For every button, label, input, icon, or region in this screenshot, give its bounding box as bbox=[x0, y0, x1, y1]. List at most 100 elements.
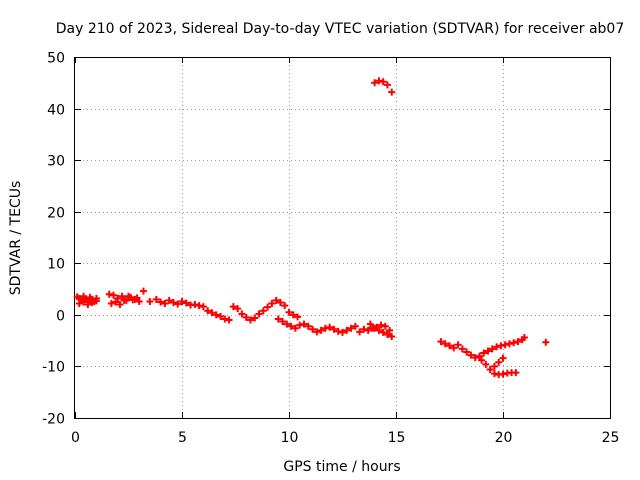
data-point bbox=[246, 316, 254, 324]
data-point bbox=[116, 301, 124, 309]
data-point bbox=[139, 287, 147, 295]
data-point bbox=[238, 310, 246, 318]
data-point bbox=[110, 291, 118, 299]
x-tick-label: 10 bbox=[281, 430, 299, 446]
plot-frame bbox=[74, 57, 611, 419]
data-point bbox=[486, 366, 494, 374]
data-point bbox=[309, 325, 317, 333]
data-point bbox=[386, 326, 394, 334]
y-tick-label: 50 bbox=[47, 51, 65, 67]
data-point bbox=[510, 339, 518, 347]
data-point bbox=[542, 338, 550, 346]
data-point bbox=[478, 356, 486, 364]
data-point bbox=[152, 295, 160, 303]
data-point bbox=[471, 354, 479, 362]
data-point bbox=[135, 297, 143, 305]
data-point bbox=[283, 320, 291, 328]
data-point bbox=[317, 326, 325, 334]
data-point bbox=[234, 305, 242, 313]
data-point bbox=[274, 315, 282, 323]
data-point bbox=[75, 300, 83, 308]
data-point bbox=[501, 341, 509, 349]
data-point bbox=[446, 342, 453, 350]
x-tick-label: 0 bbox=[71, 430, 80, 446]
data-point bbox=[371, 79, 379, 87]
data-point bbox=[251, 314, 259, 322]
data-point bbox=[146, 297, 154, 305]
data-point bbox=[208, 309, 216, 317]
data-point bbox=[259, 307, 267, 315]
data-point bbox=[484, 347, 492, 355]
x-axis-title: GPS time / hours bbox=[283, 459, 400, 475]
data-point bbox=[388, 333, 396, 341]
data-point bbox=[133, 294, 141, 302]
data-point bbox=[490, 362, 498, 370]
y-axis-title: SDTVAR / TECUs bbox=[8, 181, 24, 296]
data-point bbox=[383, 330, 391, 338]
data-point bbox=[495, 358, 503, 366]
data-point bbox=[92, 297, 100, 305]
data-point bbox=[490, 370, 498, 378]
data-points bbox=[73, 77, 550, 379]
data-point bbox=[212, 311, 220, 319]
data-point bbox=[272, 296, 280, 304]
data-point bbox=[279, 318, 287, 326]
data-point bbox=[255, 310, 263, 318]
data-point bbox=[294, 313, 302, 321]
data-point bbox=[285, 308, 293, 316]
data-point bbox=[356, 328, 364, 336]
data-point bbox=[499, 354, 507, 362]
data-point bbox=[360, 325, 368, 333]
data-point bbox=[480, 349, 488, 357]
data-point bbox=[84, 301, 92, 309]
data-point bbox=[125, 292, 132, 300]
data-point bbox=[174, 300, 182, 308]
data-point bbox=[178, 297, 186, 305]
data-point bbox=[450, 344, 458, 352]
data-point bbox=[497, 342, 505, 350]
data-point bbox=[264, 303, 272, 311]
data-point bbox=[291, 324, 299, 332]
data-point bbox=[330, 325, 338, 333]
data-point bbox=[105, 290, 113, 298]
data-point bbox=[118, 292, 126, 300]
y-tick-label: 0 bbox=[56, 309, 65, 325]
data-point bbox=[169, 298, 177, 306]
data-point bbox=[505, 340, 513, 348]
data-point bbox=[313, 328, 321, 336]
data-point bbox=[221, 315, 229, 323]
data-point bbox=[366, 320, 374, 328]
data-point bbox=[199, 303, 207, 311]
y-tick-label: 10 bbox=[47, 257, 65, 273]
data-point bbox=[289, 311, 297, 319]
y-tick-label: 20 bbox=[47, 206, 65, 222]
x-tick-label: 15 bbox=[388, 430, 406, 446]
data-point bbox=[375, 326, 383, 334]
data-point bbox=[225, 316, 233, 324]
data-point bbox=[287, 322, 295, 330]
data-point bbox=[467, 351, 475, 359]
data-point bbox=[334, 327, 342, 335]
data-point bbox=[351, 322, 359, 330]
data-point bbox=[488, 345, 496, 353]
data-point bbox=[371, 324, 379, 332]
grid bbox=[75, 57, 610, 418]
data-point bbox=[80, 298, 88, 306]
data-point bbox=[339, 328, 346, 336]
data-point bbox=[514, 338, 522, 346]
data-point bbox=[458, 345, 466, 353]
data-point bbox=[475, 352, 483, 360]
data-point bbox=[276, 298, 284, 306]
data-point bbox=[281, 302, 289, 310]
x-tick-label: 5 bbox=[178, 430, 187, 446]
chart-title: Day 210 of 2023, Sidereal Day-to-day VTE… bbox=[56, 21, 625, 37]
data-point bbox=[347, 324, 355, 332]
data-point bbox=[217, 312, 225, 320]
data-point bbox=[114, 294, 122, 302]
data-point bbox=[107, 300, 115, 308]
x-tick-label: 25 bbox=[602, 430, 620, 446]
data-point bbox=[375, 77, 383, 85]
data-point bbox=[441, 340, 449, 348]
data-point bbox=[379, 328, 387, 336]
y-tick-label: 30 bbox=[47, 154, 65, 170]
